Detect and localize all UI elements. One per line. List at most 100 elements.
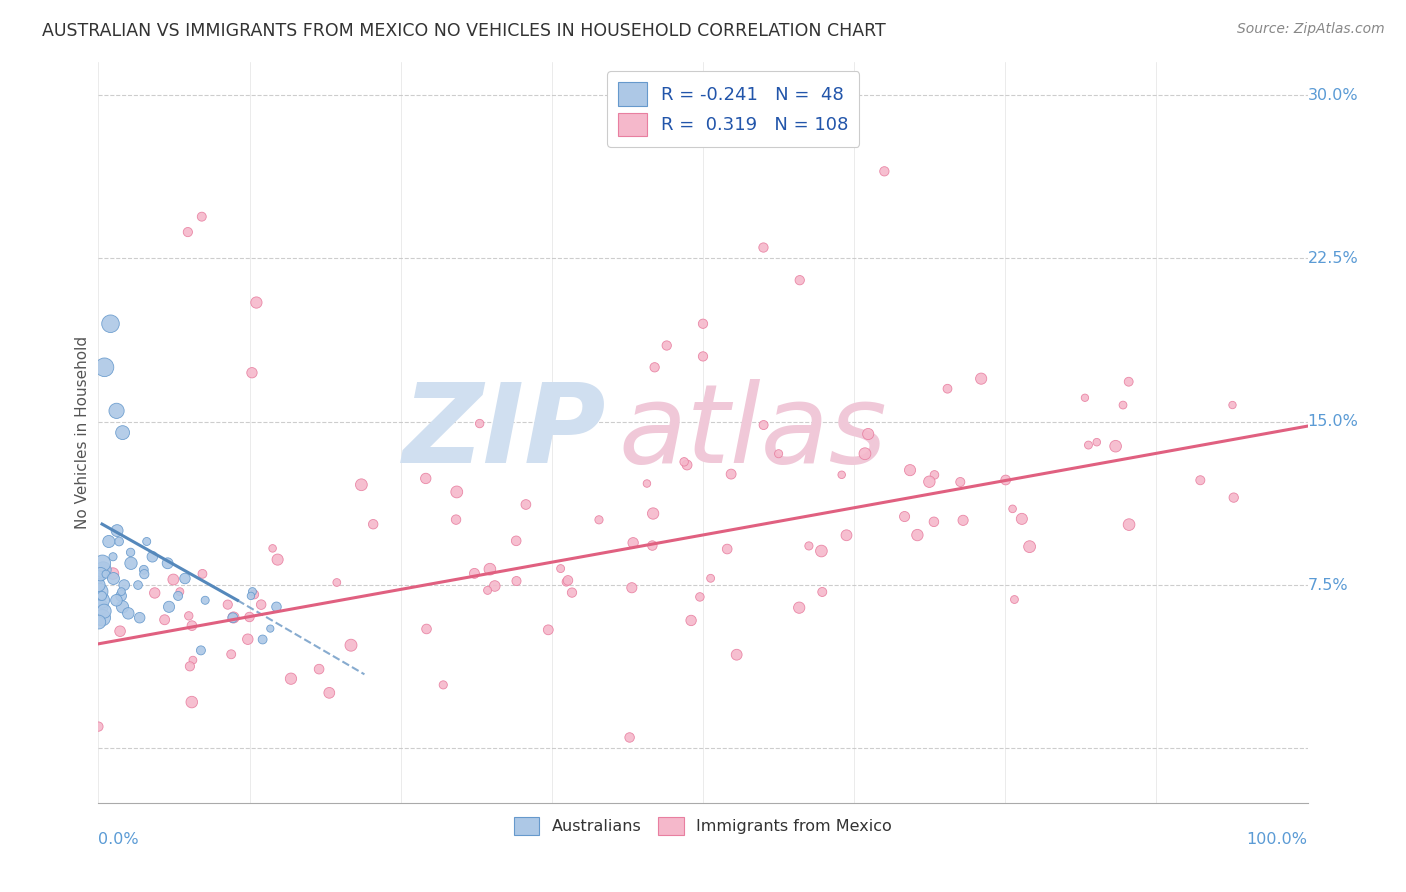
Text: 30.0%: 30.0% <box>1308 87 1358 103</box>
Point <box>127 578 149 592</box>
Point <box>181 618 204 632</box>
Point <box>117 607 139 621</box>
Point <box>217 598 239 612</box>
Point <box>415 471 437 485</box>
Point <box>1222 491 1244 505</box>
Point <box>250 598 273 612</box>
Point <box>515 498 537 512</box>
Point <box>787 600 810 615</box>
Point <box>643 507 665 521</box>
Point <box>692 317 714 331</box>
Text: ZIP: ZIP <box>402 379 606 486</box>
Point <box>1222 398 1244 412</box>
Point <box>236 632 259 647</box>
Point <box>194 593 217 607</box>
Point <box>922 515 945 529</box>
Text: 100.0%: 100.0% <box>1247 832 1308 847</box>
Point <box>135 534 157 549</box>
Point <box>621 536 644 550</box>
Point <box>180 695 202 709</box>
Point <box>87 572 110 586</box>
Point <box>245 295 267 310</box>
Point <box>505 574 527 588</box>
Point <box>1085 435 1108 450</box>
Point <box>477 583 499 598</box>
Legend: Australians, Immigrants from Mexico: Australians, Immigrants from Mexico <box>506 808 900 843</box>
Point <box>280 672 302 686</box>
Point <box>831 467 853 482</box>
Point <box>641 539 664 553</box>
Point <box>689 590 711 604</box>
Point <box>191 210 214 224</box>
Point <box>484 579 506 593</box>
Y-axis label: No Vehicles in Household: No Vehicles in Household <box>75 336 90 529</box>
Point <box>681 614 703 628</box>
Point <box>167 589 190 603</box>
Point <box>835 528 858 542</box>
Point <box>308 662 330 676</box>
Text: Source: ZipAtlas.com: Source: ZipAtlas.com <box>1237 22 1385 37</box>
Point <box>720 467 742 482</box>
Point <box>105 524 128 538</box>
Point <box>91 556 114 570</box>
Point <box>179 659 201 673</box>
Text: AUSTRALIAN VS IMMIGRANTS FROM MEXICO NO VEHICLES IN HOUSEHOLD CORRELATION CHART: AUSTRALIAN VS IMMIGRANTS FROM MEXICO NO … <box>42 22 886 40</box>
Point <box>105 593 128 607</box>
Point <box>190 643 212 657</box>
Point <box>134 567 156 582</box>
Point <box>752 417 775 432</box>
Point <box>856 427 879 442</box>
Point <box>89 584 111 599</box>
Point <box>177 225 200 239</box>
Point <box>1112 398 1135 412</box>
Point <box>1074 391 1097 405</box>
Point <box>699 571 721 585</box>
Point <box>505 533 527 548</box>
Point <box>94 567 117 582</box>
Point <box>120 545 142 559</box>
Point <box>318 686 340 700</box>
Point <box>177 608 200 623</box>
Point <box>262 541 284 556</box>
Point <box>811 585 834 599</box>
Point <box>768 447 790 461</box>
Point <box>797 539 820 553</box>
Point <box>181 653 204 667</box>
Point <box>789 273 811 287</box>
Text: 0.0%: 0.0% <box>98 832 139 847</box>
Point <box>93 360 115 375</box>
Point <box>1189 473 1212 487</box>
Point <box>853 447 876 461</box>
Point <box>153 613 176 627</box>
Point <box>111 425 134 440</box>
Point <box>1118 375 1140 389</box>
Point <box>101 549 124 564</box>
Text: atlas: atlas <box>619 379 887 486</box>
Point <box>89 599 111 614</box>
Point <box>128 611 150 625</box>
Point <box>97 534 120 549</box>
Text: 22.5%: 22.5% <box>1308 251 1358 266</box>
Point <box>242 584 264 599</box>
Point <box>87 720 110 734</box>
Point <box>238 610 260 624</box>
Point <box>132 563 155 577</box>
Point <box>112 578 135 592</box>
Point <box>555 574 578 589</box>
Point <box>326 575 349 590</box>
Point <box>893 509 915 524</box>
Point <box>1118 517 1140 532</box>
Point <box>619 731 641 745</box>
Point <box>636 476 658 491</box>
Point <box>93 604 115 618</box>
Point <box>143 586 166 600</box>
Point <box>752 240 775 255</box>
Point <box>222 611 245 625</box>
Point <box>918 475 941 489</box>
Point <box>898 463 921 477</box>
Point <box>673 455 696 469</box>
Point <box>550 561 572 575</box>
Point <box>156 556 179 570</box>
Point <box>105 404 128 418</box>
Point <box>266 599 288 614</box>
